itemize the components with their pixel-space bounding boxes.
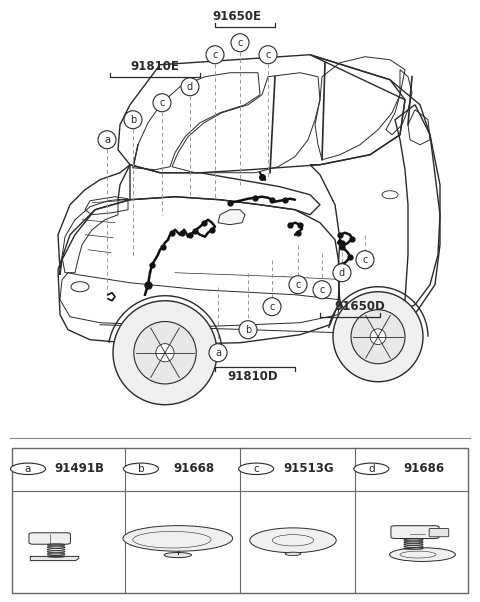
Circle shape <box>259 46 277 64</box>
Text: 91810E: 91810E <box>131 60 180 73</box>
Text: a: a <box>104 135 110 144</box>
FancyBboxPatch shape <box>429 529 449 537</box>
Text: c: c <box>269 302 275 312</box>
Text: 91491B: 91491B <box>55 462 105 476</box>
Circle shape <box>124 111 142 129</box>
Text: c: c <box>253 464 259 474</box>
Text: 91686: 91686 <box>404 462 445 476</box>
Text: c: c <box>319 285 324 295</box>
Text: a: a <box>215 348 221 358</box>
Circle shape <box>356 250 374 268</box>
Ellipse shape <box>113 301 217 405</box>
Ellipse shape <box>333 292 423 382</box>
Circle shape <box>209 344 227 362</box>
Text: 91650E: 91650E <box>213 10 262 23</box>
Text: c: c <box>237 38 243 48</box>
Text: d: d <box>368 464 375 474</box>
Circle shape <box>333 264 351 282</box>
Circle shape <box>231 34 249 52</box>
Ellipse shape <box>390 548 456 562</box>
Text: a: a <box>25 464 31 474</box>
Text: d: d <box>339 268 345 278</box>
Ellipse shape <box>156 344 174 362</box>
Text: c: c <box>362 255 368 265</box>
Circle shape <box>153 94 171 112</box>
Circle shape <box>181 78 199 96</box>
Text: b: b <box>130 115 136 125</box>
Text: c: c <box>212 50 218 60</box>
Text: 91513G: 91513G <box>284 462 335 476</box>
FancyBboxPatch shape <box>391 526 439 538</box>
Text: d: d <box>187 82 193 92</box>
Text: 91668: 91668 <box>173 462 215 476</box>
Polygon shape <box>30 556 79 560</box>
Ellipse shape <box>250 528 336 553</box>
Circle shape <box>354 463 389 474</box>
Text: c: c <box>265 50 271 60</box>
Text: c: c <box>295 280 300 290</box>
Circle shape <box>313 281 331 299</box>
FancyBboxPatch shape <box>29 533 71 544</box>
Ellipse shape <box>351 310 405 364</box>
Circle shape <box>263 298 281 315</box>
Text: b: b <box>245 324 251 335</box>
Text: c: c <box>159 98 165 108</box>
Ellipse shape <box>134 321 196 384</box>
Circle shape <box>289 276 307 294</box>
Polygon shape <box>218 209 245 225</box>
Circle shape <box>239 321 257 339</box>
Ellipse shape <box>370 329 386 344</box>
Circle shape <box>11 463 46 474</box>
Text: 91650D: 91650D <box>335 300 385 313</box>
Circle shape <box>98 131 116 149</box>
Text: b: b <box>138 464 144 474</box>
Ellipse shape <box>123 526 233 551</box>
Text: 91810D: 91810D <box>228 370 278 383</box>
Circle shape <box>239 463 274 474</box>
Ellipse shape <box>164 553 192 557</box>
Ellipse shape <box>285 552 301 556</box>
Circle shape <box>123 463 158 474</box>
Circle shape <box>206 46 224 64</box>
